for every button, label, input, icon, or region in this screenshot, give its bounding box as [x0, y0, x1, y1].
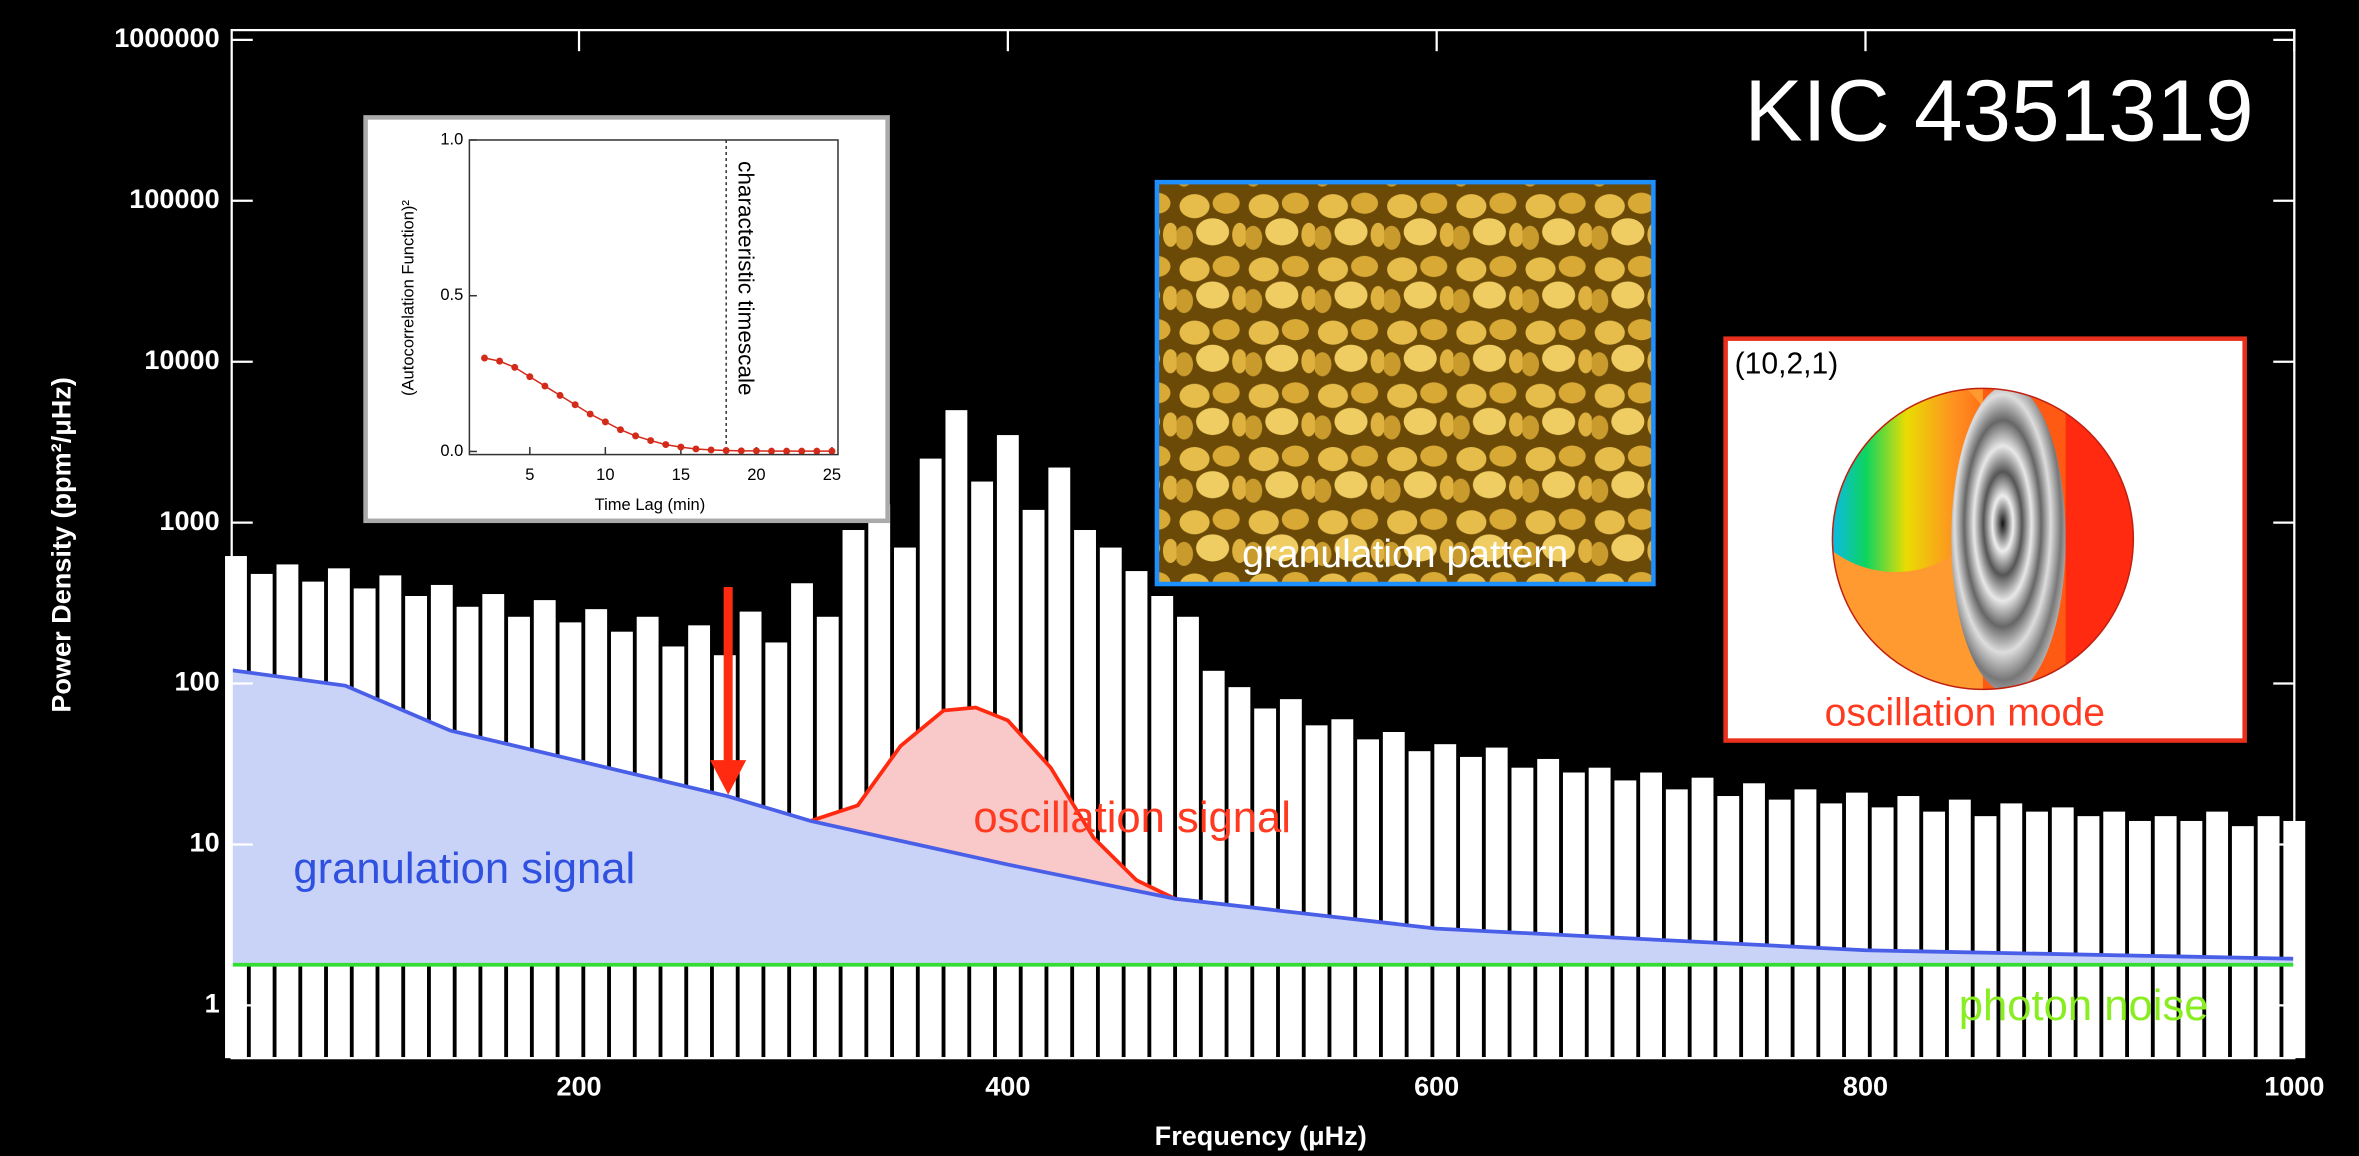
- spectrum-spike: [1666, 789, 1688, 1058]
- spectrum-spike: [1486, 748, 1508, 1059]
- spectrum-spike: [1048, 468, 1070, 1059]
- inset-point: [541, 383, 548, 390]
- inset-point: [828, 448, 835, 455]
- spectrum-spike: [1280, 699, 1302, 1058]
- inset-point: [481, 355, 488, 362]
- annotation: granulation signal: [293, 844, 635, 893]
- spectrum-spike: [1331, 719, 1353, 1058]
- spectrum-spike: [1563, 773, 1585, 1059]
- y-tick-label: 1000000: [114, 22, 219, 53]
- chart-title: KIC 4351319: [1744, 62, 2253, 159]
- spectrum-spike: [1537, 759, 1559, 1058]
- spectrum-spike: [1228, 687, 1250, 1058]
- spectrum-spike: [1846, 793, 1868, 1059]
- spectrum-spike: [1254, 708, 1276, 1058]
- x-tick-label: 800: [1843, 1070, 1888, 1101]
- inset-x-tick-label: 25: [823, 465, 841, 484]
- inset-point: [768, 448, 775, 455]
- spectrum-spike: [1357, 739, 1379, 1058]
- spectrum-spike: [1614, 780, 1636, 1058]
- spectrum-spike: [1434, 744, 1456, 1058]
- inset-point: [557, 392, 564, 399]
- inset-y-tick-label: 0.0: [440, 441, 463, 460]
- spectrum-spike: [1383, 732, 1405, 1058]
- spectrum-spike: [2258, 816, 2280, 1058]
- inset-point: [813, 448, 820, 455]
- spectrum-spike: [1897, 796, 1919, 1058]
- granulation-image: [1157, 182, 1653, 584]
- inset-point: [587, 411, 594, 418]
- inset-y-tick-label: 0.5: [440, 285, 463, 304]
- inset-y-label: (Autocorrelation Function)²: [399, 200, 418, 396]
- spectrum-spike: [1872, 807, 1894, 1058]
- inset-y-tick-label: 1.0: [440, 129, 463, 148]
- spectrum-spike: [1460, 757, 1482, 1058]
- spectrum-spike: [1640, 773, 1662, 1059]
- spectrum-spike: [2232, 826, 2254, 1058]
- annotation: oscillation signal: [973, 793, 1291, 842]
- annotation: photon noise: [1959, 981, 2209, 1030]
- spectrum-spike: [1692, 778, 1714, 1058]
- inset-point: [738, 447, 745, 454]
- inset-point: [753, 447, 760, 454]
- x-tick-label: 400: [985, 1070, 1030, 1101]
- spectrum-spike: [1203, 671, 1225, 1058]
- page: {"chart_data": [ {"type": "line", "title…: [0, 0, 2359, 1156]
- spectrum-spike: [1306, 725, 1328, 1058]
- inset-point: [632, 432, 639, 439]
- y-tick-label: 10000: [144, 344, 219, 375]
- y-tick-label: 1: [205, 988, 220, 1019]
- y-tick-label: 10: [190, 827, 220, 858]
- chart: KIC 4351319 Frequency (μHz) Power Densit…: [0, 0, 2359, 1156]
- spectrum-spike: [1511, 768, 1533, 1058]
- inset-point: [723, 447, 730, 454]
- spectrum-spike: [1743, 783, 1765, 1058]
- inset-point: [511, 364, 518, 371]
- inset-x-label: Time Lag (min): [595, 495, 706, 514]
- spectrum-spike: [1769, 800, 1791, 1059]
- spectrum-spike: [1923, 812, 1945, 1059]
- image-caption: granulation pattern: [1242, 533, 1568, 576]
- inset-x-tick-label: 20: [747, 465, 765, 484]
- inset-x-tick-label: 15: [672, 465, 690, 484]
- panel-caption: oscillation mode: [1825, 691, 2105, 734]
- inset-point: [662, 441, 669, 448]
- spectrum-spike: [1795, 789, 1817, 1058]
- inset-point: [708, 446, 715, 453]
- y-axis-label: Power Density (ppm²/μHz): [45, 377, 76, 713]
- spectrum-spike: [1820, 803, 1842, 1058]
- timescale-label: characteristic timescale: [733, 161, 758, 396]
- y-tick-label: 100: [174, 666, 219, 697]
- inset-point: [572, 401, 579, 408]
- x-tick-label: 1000: [2264, 1070, 2324, 1101]
- spectrum-spike: [1717, 796, 1739, 1058]
- x-tick-label: 200: [556, 1070, 601, 1101]
- inset-x-tick-label: 5: [525, 465, 534, 484]
- spectrum-spike: [2206, 812, 2228, 1059]
- inset-point: [677, 444, 684, 451]
- spectrum-spike: [843, 530, 865, 1058]
- inset-x-tick-label: 10: [596, 465, 614, 484]
- inset-point: [496, 358, 503, 365]
- x-tick-label: 600: [1414, 1070, 1459, 1101]
- inset-point: [617, 426, 624, 433]
- inset-panel: [366, 117, 888, 520]
- inset-point: [798, 448, 805, 455]
- inset-point: [526, 373, 533, 380]
- mode-label: (10,2,1): [1735, 348, 1839, 381]
- inset-point: [693, 446, 700, 453]
- spectrum-spike: [1589, 768, 1611, 1058]
- x-axis-label: Frequency (μHz): [1155, 1120, 1367, 1151]
- inset-point: [647, 437, 654, 444]
- inset-point: [783, 448, 790, 455]
- inset-point: [602, 418, 609, 425]
- y-tick-label: 100000: [129, 183, 219, 214]
- y-tick-label: 1000: [159, 505, 219, 536]
- spectrum-spike: [1409, 751, 1431, 1058]
